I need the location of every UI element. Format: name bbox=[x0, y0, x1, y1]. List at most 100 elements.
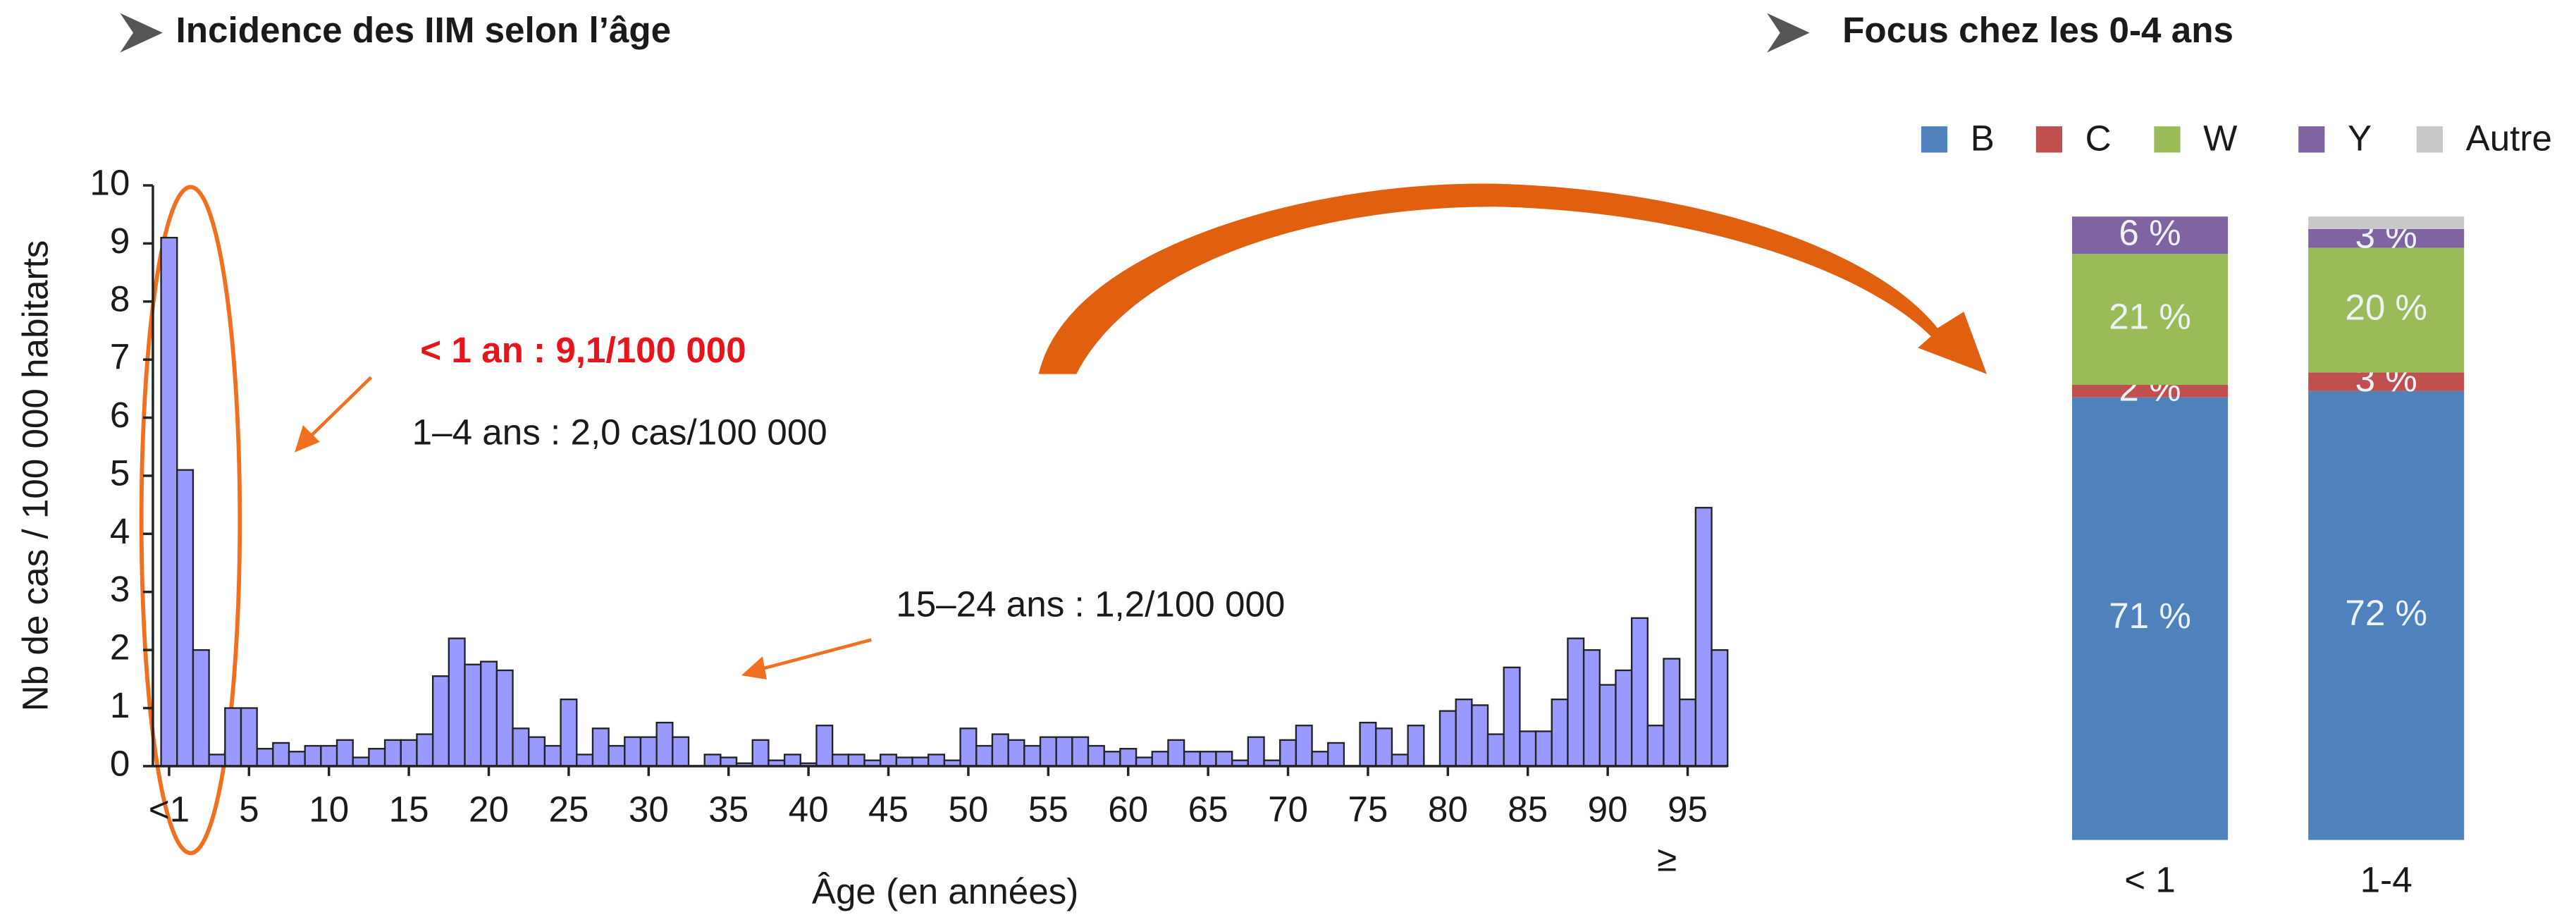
bar bbox=[1199, 751, 1217, 768]
bar bbox=[1391, 754, 1409, 768]
bar bbox=[448, 637, 466, 768]
bar bbox=[160, 236, 178, 768]
y-axis-label: Nb de cas / 100 000 habitarts bbox=[16, 240, 56, 712]
bar bbox=[1311, 751, 1329, 768]
legend-label: Autre bbox=[2466, 118, 2552, 159]
legend-swatch bbox=[2035, 126, 2063, 153]
bar bbox=[335, 739, 354, 768]
legend-swatch bbox=[2416, 126, 2443, 153]
bar bbox=[320, 744, 338, 768]
bar bbox=[1023, 744, 1042, 768]
y-tick-label: 3 bbox=[110, 569, 130, 609]
bar bbox=[1151, 751, 1169, 768]
bar bbox=[1007, 739, 1025, 768]
legend-label: W bbox=[2203, 118, 2238, 159]
bar bbox=[639, 736, 658, 768]
bar bbox=[751, 739, 770, 768]
bar bbox=[655, 721, 674, 768]
y-tick-label: 4 bbox=[110, 511, 130, 551]
y-tick-label: 5 bbox=[110, 453, 130, 493]
bar bbox=[1471, 704, 1489, 768]
bar bbox=[783, 754, 801, 768]
bar-segment bbox=[2071, 397, 2229, 840]
bar bbox=[720, 756, 738, 768]
annotation: ≥ bbox=[1657, 838, 1677, 878]
x-tick-label: 80 bbox=[1428, 789, 1468, 830]
x-tick-label: 25 bbox=[548, 789, 588, 830]
annotation: < 1 an : 9,1/100 000 bbox=[420, 330, 746, 370]
annotation-arrows bbox=[295, 376, 872, 680]
bar bbox=[256, 748, 274, 768]
y-tick-label: 7 bbox=[110, 337, 130, 377]
x-tick-label: 15 bbox=[389, 789, 429, 830]
x-tick-label: 70 bbox=[1268, 789, 1308, 830]
bar bbox=[1055, 736, 1073, 768]
bar bbox=[880, 754, 898, 768]
x-tick-label: 20 bbox=[469, 789, 509, 830]
x-tick-label: 40 bbox=[789, 789, 829, 830]
bar bbox=[512, 727, 530, 768]
curved-arrow bbox=[1038, 183, 1987, 374]
bar-segment bbox=[2308, 372, 2465, 391]
bar bbox=[352, 756, 370, 768]
y-tick-label: 0 bbox=[110, 743, 130, 783]
bar bbox=[543, 744, 562, 768]
bar bbox=[703, 754, 722, 768]
bar-segment bbox=[2308, 247, 2465, 373]
bar bbox=[624, 736, 642, 768]
legend-swatch bbox=[2154, 126, 2181, 153]
bar bbox=[1183, 751, 1201, 768]
bar bbox=[1407, 725, 1425, 768]
bar-segment bbox=[2308, 216, 2465, 229]
legend-swatch bbox=[2298, 126, 2325, 153]
bar bbox=[416, 733, 434, 768]
bar bbox=[591, 727, 610, 768]
bar bbox=[1215, 751, 1233, 768]
bar bbox=[1438, 710, 1457, 768]
bar bbox=[1598, 684, 1617, 768]
bar bbox=[400, 739, 418, 768]
bar bbox=[383, 739, 402, 768]
bar bbox=[847, 754, 865, 768]
legend-label: Y bbox=[2348, 118, 2372, 159]
legend-label: C bbox=[2085, 118, 2112, 159]
x-tick-label: 75 bbox=[1348, 789, 1388, 830]
bar-segment bbox=[2071, 216, 2229, 254]
x-tick-label: 30 bbox=[629, 789, 669, 830]
value-label: 20 % bbox=[2345, 287, 2427, 327]
bar bbox=[1455, 698, 1473, 768]
x-tick-label: 50 bbox=[948, 789, 988, 830]
x-tick-label: 55 bbox=[1028, 789, 1068, 830]
bar bbox=[304, 744, 322, 768]
bar bbox=[464, 663, 482, 768]
bar bbox=[991, 733, 1009, 768]
y-tick-label: 2 bbox=[110, 627, 130, 668]
bar bbox=[1694, 507, 1713, 768]
y-tick-label: 6 bbox=[110, 395, 130, 435]
x-tick-label: <1 bbox=[149, 789, 190, 830]
annotation: 1–4 ans : 2,0 cas/100 000 bbox=[412, 412, 827, 452]
x-tick-label: 10 bbox=[309, 789, 349, 830]
x-axis-label: Âge (en années) bbox=[812, 871, 1078, 911]
x-tick-label: 35 bbox=[708, 789, 748, 830]
bar bbox=[1327, 742, 1345, 768]
bar bbox=[672, 736, 690, 768]
bar bbox=[1503, 666, 1521, 768]
bar-segment bbox=[2071, 385, 2229, 398]
x-tick-label: 85 bbox=[1508, 789, 1548, 830]
chart-title: Focus chez les 0-4 ans bbox=[1842, 10, 2233, 50]
bar bbox=[1582, 649, 1601, 768]
bar bbox=[608, 744, 626, 768]
bar bbox=[1039, 736, 1057, 768]
bar bbox=[1167, 739, 1185, 768]
bar bbox=[1534, 730, 1553, 768]
bar bbox=[528, 736, 546, 768]
bar bbox=[911, 756, 930, 768]
bar bbox=[1663, 658, 1681, 768]
x-tick-label: 65 bbox=[1188, 789, 1228, 830]
x-tick-label: 95 bbox=[1668, 789, 1708, 830]
bar bbox=[1119, 748, 1138, 768]
highlight-ellipse bbox=[139, 185, 242, 856]
bar bbox=[1630, 617, 1649, 768]
